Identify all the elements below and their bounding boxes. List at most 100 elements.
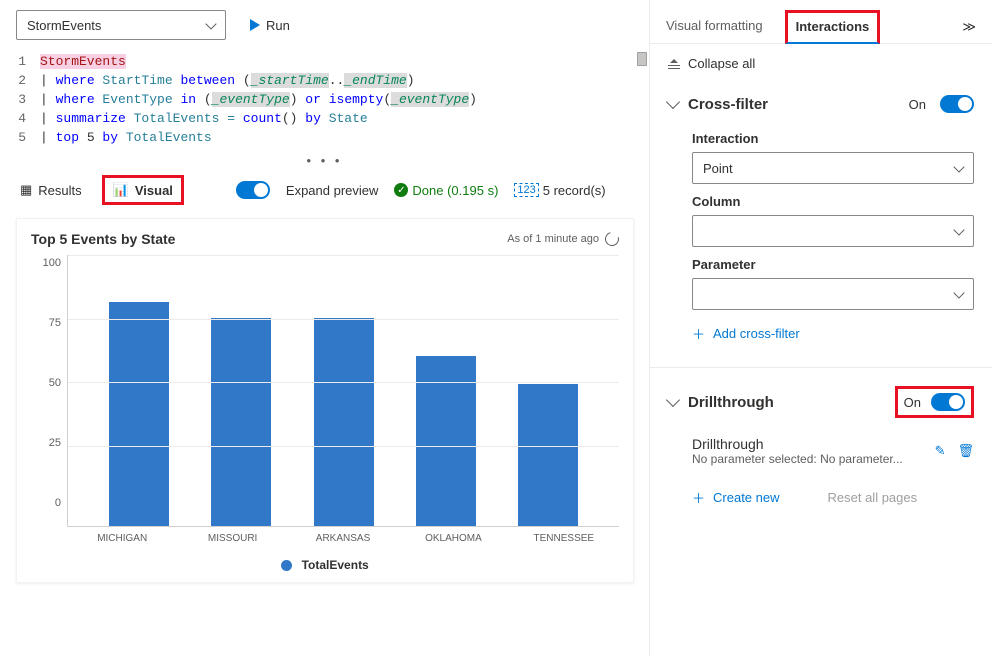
- line-number: 4: [0, 109, 40, 128]
- code-text[interactable]: | summarize TotalEvents = count() by Sta…: [40, 109, 368, 128]
- collapse-all-button[interactable]: Collapse all: [650, 44, 992, 83]
- add-cross-filter-button[interactable]: ＋ Add cross-filter: [692, 310, 974, 349]
- chevron-down-icon: [953, 224, 964, 235]
- cross-filter-toggle[interactable]: [940, 95, 974, 113]
- x-tick: ARKANSAS: [288, 527, 398, 544]
- y-tick: 50: [49, 377, 61, 389]
- drillthrough-toggle[interactable]: [931, 393, 965, 411]
- drillthrough-header[interactable]: Drillthrough On: [668, 378, 974, 426]
- code-line: 4| summarize TotalEvents = count() by St…: [0, 109, 649, 128]
- drillthrough-toggle-group: On: [895, 386, 974, 418]
- y-tick: 25: [49, 437, 61, 449]
- bar-slot: [497, 384, 599, 526]
- chart-icon: 📊: [113, 182, 129, 198]
- code-text[interactable]: | where StartTime between (_startTime.._…: [40, 71, 415, 90]
- bar[interactable]: [518, 384, 578, 526]
- section-cross-filter: Cross-filter On Interaction Point Column…: [650, 83, 992, 361]
- code-text[interactable]: | top 5 by TotalEvents: [40, 128, 212, 147]
- reset-all-pages-button[interactable]: Reset all pages: [828, 490, 918, 505]
- refresh-icon[interactable]: [602, 229, 621, 248]
- code-text[interactable]: | where EventType in (_eventType) or ise…: [40, 90, 477, 109]
- x-axis: MICHIGANMISSOURIARKANSASOKLAHOMATENNESSE…: [31, 527, 619, 544]
- records-icon: 123: [514, 183, 538, 197]
- bars-container: [68, 255, 619, 526]
- divider: [650, 367, 992, 368]
- pane-splitter[interactable]: • • •: [0, 153, 649, 169]
- drillthrough-item-text: Drillthrough No parameter selected: No p…: [692, 436, 935, 466]
- collapse-icon: [668, 59, 680, 69]
- plus-icon: ＋: [692, 324, 705, 343]
- line-number: 1: [0, 52, 40, 71]
- cross-filter-on-label: On: [909, 97, 926, 112]
- collapse-all-label: Collapse all: [688, 56, 755, 71]
- edit-icon[interactable]: ✎: [935, 443, 946, 459]
- delete-icon[interactable]: 🗑: [957, 443, 974, 459]
- record-count: 123 5 record(s): [514, 183, 605, 198]
- chart-body: 100 75 50 25 0: [31, 255, 619, 527]
- drillthrough-item-actions: ✎ 🗑: [935, 443, 974, 459]
- x-tick: OKLAHOMA: [398, 527, 508, 544]
- code-text[interactable]: StormEvents: [40, 52, 126, 71]
- scrollbar-thumb[interactable]: [637, 52, 647, 66]
- bar[interactable]: [314, 318, 374, 526]
- code-line: 3| where EventType in (_eventType) or is…: [0, 90, 649, 109]
- interaction-label: Interaction: [668, 121, 974, 152]
- column-select[interactable]: [692, 215, 974, 247]
- run-label: Run: [266, 18, 290, 33]
- drillthrough-item-title: Drillthrough: [692, 436, 935, 452]
- chart-title: Top 5 Events by State: [31, 231, 175, 247]
- bar[interactable]: [211, 318, 271, 526]
- drillthrough-item: Drillthrough No parameter selected: No p…: [692, 426, 974, 474]
- table-icon: ▦: [20, 182, 32, 198]
- properties-pane: Visual formatting Interactions ≫ Collaps…: [650, 0, 992, 656]
- x-tick: MISSOURI: [177, 527, 287, 544]
- tab-visual[interactable]: 📊 Visual: [102, 175, 184, 205]
- x-tick: MICHIGAN: [67, 527, 177, 544]
- line-number: 5: [0, 128, 40, 147]
- grid-line: [68, 446, 619, 447]
- line-number: 2: [0, 71, 40, 90]
- y-tick: 75: [49, 317, 61, 329]
- status-text: Done (0.195 s): [412, 183, 498, 198]
- tab-visual-formatting[interactable]: Visual formatting: [664, 10, 765, 43]
- column-label: Column: [668, 184, 974, 215]
- more-button[interactable]: ≫: [962, 19, 978, 35]
- chart-card: Top 5 Events by State As of 1 minute ago…: [16, 218, 634, 583]
- chevron-down-icon: [953, 161, 964, 172]
- line-number: 3: [0, 90, 40, 109]
- interaction-select[interactable]: Point: [692, 152, 974, 184]
- add-cross-filter-label: Add cross-filter: [713, 326, 800, 341]
- tab-interactions[interactable]: Interactions: [785, 10, 881, 44]
- grid-line: [68, 255, 619, 256]
- parameter-select[interactable]: [692, 278, 974, 310]
- database-select[interactable]: StormEvents: [16, 10, 226, 40]
- x-tick: TENNESSEE: [509, 527, 619, 544]
- chart-header: Top 5 Events by State As of 1 minute ago: [31, 231, 619, 247]
- y-axis: 100 75 50 25 0: [31, 255, 67, 527]
- tab-results[interactable]: ▦ Results: [16, 176, 86, 204]
- plus-icon: ＋: [692, 488, 705, 507]
- parameter-label: Parameter: [668, 247, 974, 278]
- run-button[interactable]: Run: [242, 14, 298, 37]
- interaction-value: Point: [703, 161, 733, 176]
- drillthrough-title: Drillthrough: [688, 394, 885, 411]
- chevron-down-icon: [205, 18, 216, 29]
- y-tick: 0: [55, 497, 61, 509]
- record-count-label: 5 record(s): [543, 183, 606, 198]
- bar-slot: [292, 318, 394, 526]
- chart-timestamp-text: As of 1 minute ago: [507, 233, 599, 245]
- bar[interactable]: [109, 302, 169, 526]
- cross-filter-title: Cross-filter: [688, 96, 899, 113]
- create-new-button[interactable]: Create new: [713, 490, 779, 505]
- right-tabs: Visual formatting Interactions ≫: [650, 0, 992, 44]
- results-toolbar: ▦ Results 📊 Visual Expand preview ✓ Done…: [0, 169, 649, 212]
- code-editor[interactable]: 1StormEvents2| where StartTime between (…: [0, 48, 649, 153]
- drillthrough-item-sub: No parameter selected: No parameter...: [692, 452, 935, 466]
- expand-preview-label: Expand preview: [286, 183, 379, 198]
- code-line: 1StormEvents: [0, 52, 649, 71]
- expand-preview-toggle[interactable]: [236, 181, 270, 199]
- cross-filter-header[interactable]: Cross-filter On: [668, 87, 974, 121]
- query-status: ✓ Done (0.195 s): [394, 183, 498, 198]
- y-tick: 100: [43, 257, 61, 269]
- check-icon: ✓: [394, 183, 408, 197]
